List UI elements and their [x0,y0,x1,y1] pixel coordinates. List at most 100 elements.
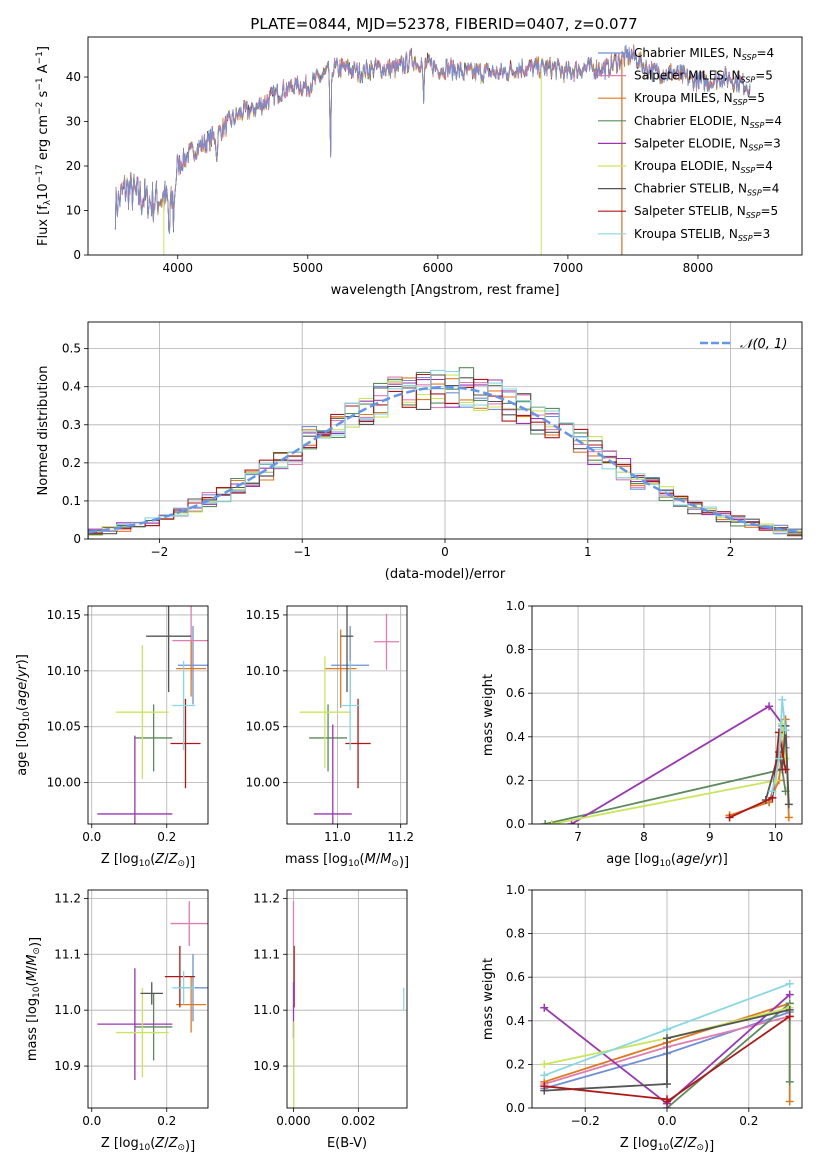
label-part: ⊙ [391,859,399,869]
x-tick-label: 0.2 [157,1114,176,1128]
y-axis-label: Flux [fλ10−17 erg cm−2 s−1 A−1] [35,46,53,246]
label-part: / [15,677,30,682]
legend-sub: SSP [733,98,748,107]
label-part: yr [704,852,720,867]
y-tick-label: 11.1 [253,947,280,961]
x-tick-label: 11.2 [387,830,414,844]
plot-area [287,890,407,1108]
legend-value: =4 [756,46,774,60]
errorbar-salpeter-miles [170,901,208,946]
x-tick-label: 9 [706,830,714,844]
y-tick-label: 10.05 [246,720,280,734]
x-axis-label: wavelength [Angstrom, rest frame] [331,283,560,298]
label-part: / [164,1136,169,1151]
legend-label-chabrier-miles: Chabrier MILES, NSSP=4 [634,46,774,62]
y-tick-label: 11.0 [253,1003,280,1017]
plot-area [88,606,208,824]
y-tick-label: 20 [66,159,81,173]
errorbar-chabrier-elodie [134,993,173,1061]
y-tick-label: 0.4 [62,380,81,394]
legend-value: =5 [755,69,773,83]
x-tick-label: 8000 [683,261,714,275]
series-salpeter-stelib [540,1012,794,1106]
y-tick-label: 10.00 [246,776,280,790]
label-part: 10 [32,986,42,998]
legend-value: =4 [762,182,780,196]
label-part: age [676,852,700,867]
legend-label-salpeter-miles: Salpeter MILES, NSSP=5 [634,69,773,85]
label-part: ( [15,706,30,711]
y-tick-label: 11.2 [54,891,81,905]
errorbar-kroupa-elodie [116,987,169,1078]
x-tick-label: 2 [727,545,735,559]
x-axis-label: (data-model)/error [385,567,506,582]
label-part: Z [673,1136,684,1151]
errorbar-kroupa-stelib [172,971,195,1005]
axis-label: Z [log10(Z/Z⊙)] [620,1136,714,1154]
legend-name: Kroupa STELIB, N [634,227,738,241]
label-part: ( [360,852,365,867]
label-part: )] [704,1139,714,1154]
label-part: )] [15,654,30,664]
x-tick-label: 1 [584,545,592,559]
errorbar-kroupa-elodie [116,645,169,780]
y-tick-label: 0.2 [506,773,525,787]
legend-value: =5 [747,91,765,105]
legend-name: Chabrier MILES, N [634,46,742,60]
label-part: Z [154,852,165,867]
plot-area [532,606,802,824]
label-part: / [700,852,705,867]
legend-sub: SSP [750,121,765,130]
y-tick-label: 0.2 [62,456,81,470]
y-tick-label: 10.10 [246,664,280,678]
y-tick-label: 10.15 [47,608,81,622]
panel-mass-weight-vs-Z: −0.2 0.0 0.20.00.20.40.60.81.0Z [log10(Z/Z… [481,883,803,1154]
label-part: / [25,965,40,970]
legend-name: Chabrier STELIB, N [634,182,747,196]
plot-area [88,890,208,1108]
panel-age-vs-mass: 11.0 11.2 10.00 10.05 10.10 10.15 mass [log10(… [246,605,414,870]
label-part: M [380,852,391,867]
y-tick-label: 0.2 [506,1057,525,1071]
y-label-part: −1 [35,77,45,90]
x-tick-label: 0.000 [276,1114,310,1128]
label-part: / [376,852,381,867]
label-part: ⊙ [177,859,185,869]
label-part: / [683,1136,688,1151]
y-tick-label: 30 [66,115,81,129]
y-tick-label: 10.10 [47,664,81,678]
y-tick-label: 0 [73,248,81,262]
legend-value: =4 [755,159,773,173]
errorbar-salpeter-elodie [97,735,173,824]
x-tick-label: 0.0 [82,1114,101,1128]
label-part: Z [168,1136,179,1151]
axes-frame [87,889,209,1109]
legend-label-chabrier-elodie: Chabrier ELODIE, NSSP=4 [634,114,782,130]
legend-label-kroupa-stelib: Kroupa STELIB, NSSP=3 [634,227,770,243]
y-axis-label: mass weight [481,958,496,1040]
errorbar-chabrier-stelib [340,606,354,693]
legend-sub: SSP [738,234,753,243]
series-line [544,1009,790,1092]
y-label-part: 10 [36,183,51,200]
y-tick-label: 0.4 [506,730,525,744]
errorbar-salpeter-elodie [313,724,352,824]
axis-label: mass [log10(M/M⊙)] [285,852,409,870]
y-tick-label: 11.1 [54,947,81,961]
label-part: Z [log [101,1136,139,1151]
axes-frame [286,605,408,825]
y-tick-label: 11.0 [54,1003,81,1017]
x-tick-label: 11.0 [324,830,351,844]
label-part: M [25,955,40,966]
axes-frame [286,889,408,1109]
axes-frame [87,36,803,256]
axis-label: E(B-V) [327,1136,367,1151]
y-tick-label: 0.8 [506,927,525,941]
axis-label: Z [log10(Z/Z⊙)] [101,1136,195,1154]
label-part: mass [log [285,852,348,867]
label-part: ⊙ [177,1143,185,1153]
y-tick-label: 10.05 [47,720,81,734]
label-part: mass [log [25,998,40,1061]
